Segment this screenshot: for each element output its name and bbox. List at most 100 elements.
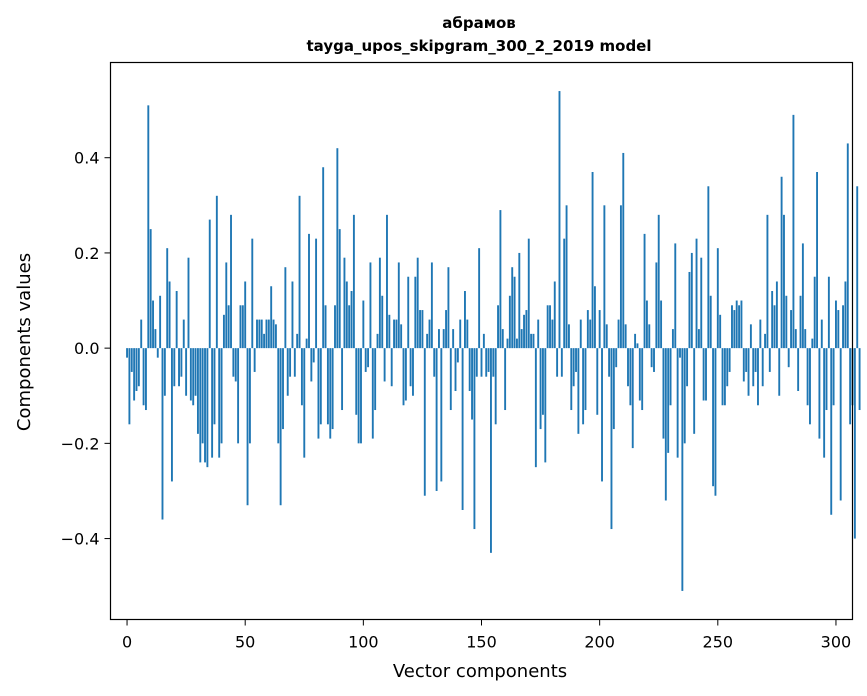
bar-148 (475, 348, 478, 377)
bar-75 (303, 348, 306, 458)
bar-207 (615, 348, 618, 368)
bar-278 (783, 214, 785, 349)
bar-223 (653, 348, 655, 372)
bar-166 (518, 252, 521, 349)
bar-203 (605, 324, 608, 349)
bar-186 (565, 205, 568, 349)
bar-183 (558, 91, 561, 349)
bar-112 (390, 348, 393, 387)
bar-24 (182, 319, 185, 349)
bar-187 (567, 324, 570, 349)
bar-22 (178, 348, 180, 387)
bar-171 (530, 333, 533, 349)
bar-195 (586, 310, 589, 349)
bar-61 (270, 286, 273, 349)
bar-167 (520, 329, 523, 349)
bar-158 (499, 210, 502, 349)
bar-297 (827, 276, 830, 349)
bar-179 (549, 305, 551, 349)
bar-90 (338, 229, 341, 349)
bar-185 (563, 238, 566, 349)
y-tick-label: 0.2 (74, 244, 99, 263)
bar-222 (650, 348, 653, 368)
bar-178 (546, 305, 549, 349)
bar-261 (742, 348, 745, 382)
bar-263 (747, 348, 750, 396)
bar-154 (490, 348, 492, 553)
bar-219 (643, 233, 646, 349)
bar-55 (256, 319, 258, 349)
bar-94 (348, 305, 351, 349)
bar-245 (705, 348, 707, 401)
bar-173 (534, 348, 537, 468)
bar-132 (438, 329, 440, 349)
bar-104 (371, 348, 374, 439)
bar-296 (825, 348, 828, 411)
bar-122 (414, 276, 417, 349)
bar-286 (801, 243, 804, 349)
bar-264 (749, 324, 752, 349)
bar-229 (667, 348, 670, 453)
bar-163 (511, 267, 514, 349)
bar-262 (745, 348, 748, 372)
bar-276 (778, 348, 781, 396)
bar-41 (222, 314, 225, 349)
bar-114 (395, 319, 398, 349)
bar-81 (317, 348, 320, 439)
bar-271 (766, 214, 769, 349)
bar-93 (345, 281, 348, 349)
bar-137 (449, 348, 452, 411)
bar-33 (204, 348, 206, 463)
bar-284 (797, 348, 800, 391)
bar-130 (433, 348, 436, 377)
bar-156 (494, 348, 497, 425)
bar-177 (544, 348, 547, 463)
bar-83 (322, 167, 325, 349)
bar-310 (858, 348, 861, 411)
bar-46 (234, 348, 237, 382)
bar-194 (584, 348, 587, 411)
bar-240 (693, 348, 696, 434)
bar-76 (305, 338, 308, 349)
bar-17 (166, 248, 169, 349)
bar-89 (336, 148, 339, 349)
bar-239 (690, 252, 693, 349)
bar-214 (631, 348, 634, 449)
bar-34 (206, 348, 209, 468)
bar-215 (634, 333, 637, 349)
bar-37 (213, 348, 216, 425)
bar-192 (579, 319, 582, 349)
x-tick-label: 0 (122, 633, 132, 652)
bar-151 (482, 333, 485, 349)
bar-237 (686, 348, 689, 387)
bar-107 (378, 257, 381, 349)
bar-63 (274, 324, 277, 349)
bar-210 (622, 152, 625, 349)
bar-147 (473, 348, 476, 530)
bar-73 (298, 195, 301, 349)
bar-209 (619, 205, 622, 349)
bar-175 (539, 348, 542, 430)
bar-4 (135, 348, 138, 391)
bar-49 (241, 305, 244, 349)
bar-91 (341, 348, 344, 411)
bar-97 (355, 348, 358, 415)
bar-270 (764, 333, 767, 349)
bar-176 (541, 348, 544, 415)
bar-21 (175, 291, 178, 349)
bar-95 (350, 291, 353, 349)
bar-248 (712, 348, 715, 487)
bar-161 (506, 338, 509, 349)
bar-172 (532, 333, 535, 349)
bar-216 (636, 343, 639, 349)
bar-56 (258, 319, 261, 349)
bar-54 (253, 348, 256, 372)
bar-129 (430, 262, 433, 349)
bar-128 (428, 319, 431, 349)
x-tick-label: 50 (235, 633, 255, 652)
bar-65 (279, 348, 282, 506)
bar-30 (196, 348, 199, 434)
bar-123 (416, 257, 419, 349)
bar-190 (575, 348, 577, 372)
bar-125 (421, 310, 424, 349)
